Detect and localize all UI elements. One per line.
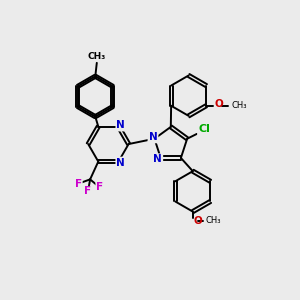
Text: F: F [75,178,82,189]
Text: N: N [148,132,158,142]
Text: F: F [84,187,92,196]
Text: F: F [96,182,103,192]
Text: N: N [153,154,162,164]
Text: CH₃: CH₃ [88,52,106,61]
Text: N: N [116,158,125,168]
Text: N: N [116,120,125,130]
Text: O: O [214,99,223,109]
Text: O: O [194,215,203,226]
Text: CH₃: CH₃ [231,101,247,110]
Text: CH₃: CH₃ [205,216,221,225]
Text: Cl: Cl [198,124,210,134]
